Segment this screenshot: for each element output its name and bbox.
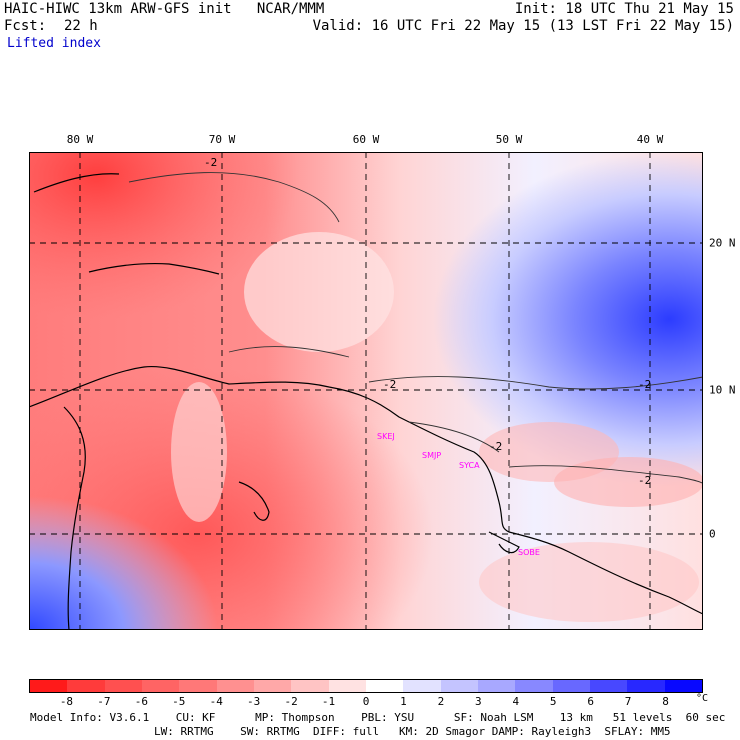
colorbar-swatch <box>328 680 366 692</box>
header-valid: Valid: 16 UTC Fri 22 May 15 (13 LST Fri … <box>312 18 734 34</box>
colorbar-tick: 0 <box>362 695 370 708</box>
colorbar-tick: 6 <box>587 695 594 708</box>
colorbar-swatch <box>67 680 105 692</box>
lat-label: 20 N <box>709 236 736 250</box>
colorbar-tick: 7 <box>624 695 632 708</box>
contour-label: -2 <box>489 440 502 453</box>
colorbar-swatch <box>664 680 702 692</box>
coastlines <box>29 173 703 630</box>
lon-label: 40 W <box>636 133 664 146</box>
colorbar-swatch <box>291 680 329 692</box>
colorbar-swatch <box>552 680 590 692</box>
colorbar-tick: -2 <box>284 695 298 708</box>
colorbar-tick: 4 <box>512 695 520 708</box>
colorbar-swatch <box>589 680 628 692</box>
colorbar-swatch <box>253 680 292 692</box>
colorbar-swatch <box>216 680 254 692</box>
station-label: SMJP <box>422 451 441 460</box>
lon-label: 50 W <box>495 133 523 146</box>
lat-label: 0 <box>709 527 716 541</box>
colorbar-tick: -5 <box>172 695 186 708</box>
header-fcst-label: Fcst: <box>4 18 47 34</box>
header-title: HAIC-HIWC 13km ARW-GFS init NCAR/MMM <box>4 1 325 17</box>
colorbar-swatch <box>141 680 180 692</box>
colorbar-swatch <box>403 680 441 692</box>
colorbar-tick: 3 <box>475 695 482 708</box>
lon-label: 70 W <box>208 133 236 146</box>
contour-label: -2 <box>204 156 217 169</box>
lon-label: 60 W <box>352 133 380 146</box>
station-label: SKEJ <box>377 432 395 441</box>
lon-label: 80 W <box>66 133 94 146</box>
contour-label: -2 <box>383 378 396 391</box>
colorbar-tick: 1 <box>400 695 407 708</box>
header-init: Init: 18 UTC Thu 21 May 15 <box>514 1 734 17</box>
colorbar-tick: -3 <box>247 695 261 708</box>
colorbar-tick: 8 <box>662 695 669 708</box>
station-label: SOBE <box>518 548 540 557</box>
colorbar-swatch <box>179 680 217 692</box>
lat-label: 10 N <box>709 383 736 397</box>
footer-model-info: Model Info: V3.6.1 CU: KF MP: Thompson P… <box>30 711 726 724</box>
colorbar-swatch <box>477 680 516 692</box>
colorbar-tick: -8 <box>59 695 74 708</box>
colorbar-swatch <box>365 680 404 692</box>
colorbar-swatch <box>440 680 478 692</box>
footer-physics-info: LW: RRTMG SW: RRTMG DIFF: full KM: 2D Sm… <box>154 725 671 738</box>
colorbar-tick: -6 <box>134 695 148 708</box>
lifted-index-map: -2 -2 -2 -2 -2 SKEJ SMJP SYCA SOBE <box>29 152 703 630</box>
colorbar-tick: -4 <box>209 695 223 708</box>
graticule <box>29 152 703 630</box>
header-fcst-value: 22 h <box>64 18 98 34</box>
contour-label: -2 <box>638 378 651 391</box>
colorbar-swatch <box>515 680 553 692</box>
colorbar-unit: °C <box>696 693 709 704</box>
field-name: Lifted index <box>7 36 101 51</box>
colorbar-tick: -1 <box>321 695 336 708</box>
colorbar-tick: -7 <box>97 695 111 708</box>
station-label: SYCA <box>459 461 480 470</box>
contour-label: -2 <box>638 474 651 487</box>
colorbar-swatch <box>30 680 68 692</box>
colorbar-swatch <box>104 680 142 692</box>
colorbar-tick: 2 <box>437 695 445 708</box>
colorbar-tick: 5 <box>549 695 557 708</box>
colorbar-swatch <box>627 680 665 692</box>
colorbar <box>29 679 703 693</box>
contours <box>128 172 703 485</box>
